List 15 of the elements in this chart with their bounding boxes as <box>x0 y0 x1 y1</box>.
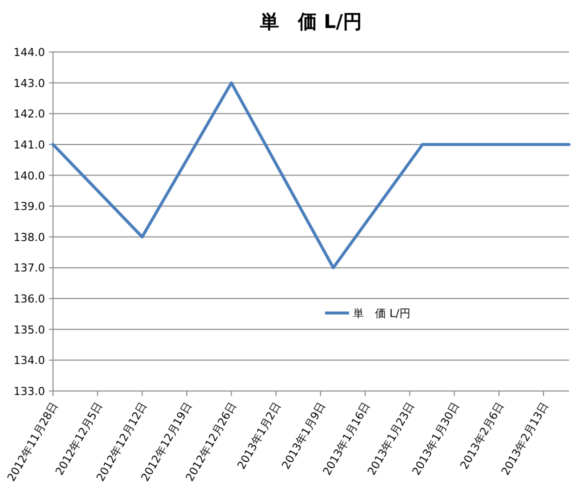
y-tick-label: 138.0 <box>14 230 45 244</box>
legend-label: 単 価 L/円 <box>353 307 410 320</box>
y-tick-label: 143.0 <box>14 76 45 90</box>
line-series <box>52 81 570 270</box>
y-tick-label: 135.0 <box>14 323 45 336</box>
y-tick-label: 133.0 <box>14 385 45 398</box>
y-tick-label: 137.0 <box>14 262 45 275</box>
chart-title: 単 価 L/円 <box>259 11 362 33</box>
y-tick-label: 142.0 <box>14 108 45 121</box>
y-tick-label: 140.0 <box>14 169 45 182</box>
y-tick-label: 141.0 <box>14 138 45 152</box>
y-tick-label: 136.0 <box>14 292 45 306</box>
y-tick-label: 139.0 <box>14 200 45 214</box>
y-tick-label: 144.0 <box>14 46 45 59</box>
y-tick-label: 134.0 <box>14 354 45 368</box>
